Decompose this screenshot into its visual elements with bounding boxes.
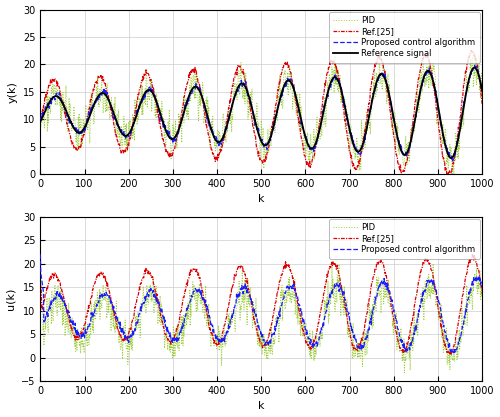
PID <box>38 299 44 304</box>
PID <box>382 284 388 289</box>
Proposed control algorithm <box>38 116 44 121</box>
Reference signal <box>471 65 477 70</box>
Reference signal <box>479 89 485 94</box>
Legend: PID, Ref.[25], Proposed control algorithm: PID, Ref.[25], Proposed control algorith… <box>329 219 480 259</box>
Ref.[25] <box>398 347 404 352</box>
Ref.[25] <box>458 306 464 311</box>
Ref.[25] <box>479 291 485 296</box>
PID <box>64 128 70 133</box>
Proposed control algorithm <box>127 335 133 340</box>
Ref.[25] <box>470 252 476 257</box>
PID <box>127 337 133 342</box>
Line: Reference signal: Reference signal <box>40 68 482 158</box>
Ref.[25] <box>382 268 388 273</box>
PID <box>472 52 478 57</box>
Reference signal <box>448 156 454 161</box>
Proposed control algorithm <box>382 73 388 78</box>
Proposed control algorithm <box>450 158 456 163</box>
Ref.[25] <box>398 169 404 174</box>
PID <box>398 146 404 151</box>
X-axis label: k: k <box>258 194 264 204</box>
Proposed control algorithm <box>428 279 434 284</box>
Proposed control algorithm <box>458 333 464 338</box>
Line: Ref.[25]: Ref.[25] <box>40 254 482 354</box>
Ref.[25] <box>468 48 474 53</box>
Line: PID: PID <box>40 264 482 373</box>
Ref.[25] <box>479 101 485 106</box>
Ref.[25] <box>38 280 44 285</box>
PID <box>479 89 485 94</box>
Reference signal <box>38 119 44 124</box>
Proposed control algorithm <box>64 310 70 315</box>
Reference signal <box>382 75 388 80</box>
PID <box>38 118 44 123</box>
Proposed control algorithm <box>398 146 404 151</box>
Proposed control algorithm <box>398 339 404 344</box>
Proposed control algorithm <box>451 350 457 355</box>
Ref.[25] <box>428 67 434 72</box>
Reference signal <box>458 121 464 126</box>
Ref.[25] <box>382 70 388 75</box>
Legend: PID, Ref.[25], Proposed control algorithm, Reference signal: PID, Ref.[25], Proposed control algorith… <box>329 12 480 63</box>
Proposed control algorithm <box>479 284 485 289</box>
Line: Proposed control algorithm: Proposed control algorithm <box>40 254 482 352</box>
PID <box>451 172 457 177</box>
Line: PID: PID <box>40 54 482 174</box>
PID <box>458 320 464 325</box>
Ref.[25] <box>38 116 44 121</box>
Proposed control algorithm <box>64 114 70 119</box>
Proposed control algorithm <box>127 131 133 136</box>
Ref.[25] <box>64 309 70 314</box>
Reference signal <box>64 111 70 116</box>
Ref.[25] <box>428 267 434 272</box>
PID <box>458 126 464 131</box>
Proposed control algorithm <box>428 71 434 76</box>
PID <box>430 261 436 266</box>
Ref.[25] <box>448 352 454 357</box>
Proposed control algorithm <box>38 252 44 257</box>
PID <box>479 296 485 301</box>
Proposed control algorithm <box>479 88 485 93</box>
Line: Proposed control algorithm: Proposed control algorithm <box>40 65 482 161</box>
PID <box>382 69 388 74</box>
Y-axis label: y(k): y(k) <box>8 81 18 103</box>
Reference signal <box>398 147 404 152</box>
Proposed control algorithm <box>382 282 388 287</box>
Reference signal <box>428 72 434 77</box>
PID <box>127 120 133 125</box>
Ref.[25] <box>64 121 70 126</box>
Ref.[25] <box>445 173 451 178</box>
Proposed control algorithm <box>458 117 464 122</box>
Y-axis label: u(k): u(k) <box>6 288 16 310</box>
Ref.[25] <box>127 137 133 142</box>
PID <box>402 370 407 375</box>
Ref.[25] <box>458 108 464 113</box>
Proposed control algorithm <box>472 63 478 68</box>
Ref.[25] <box>127 325 133 330</box>
PID <box>428 83 434 88</box>
Reference signal <box>127 130 133 135</box>
PID <box>428 291 434 296</box>
X-axis label: k: k <box>258 402 264 412</box>
PID <box>398 326 404 331</box>
Line: Ref.[25]: Ref.[25] <box>40 50 482 175</box>
PID <box>64 315 70 320</box>
